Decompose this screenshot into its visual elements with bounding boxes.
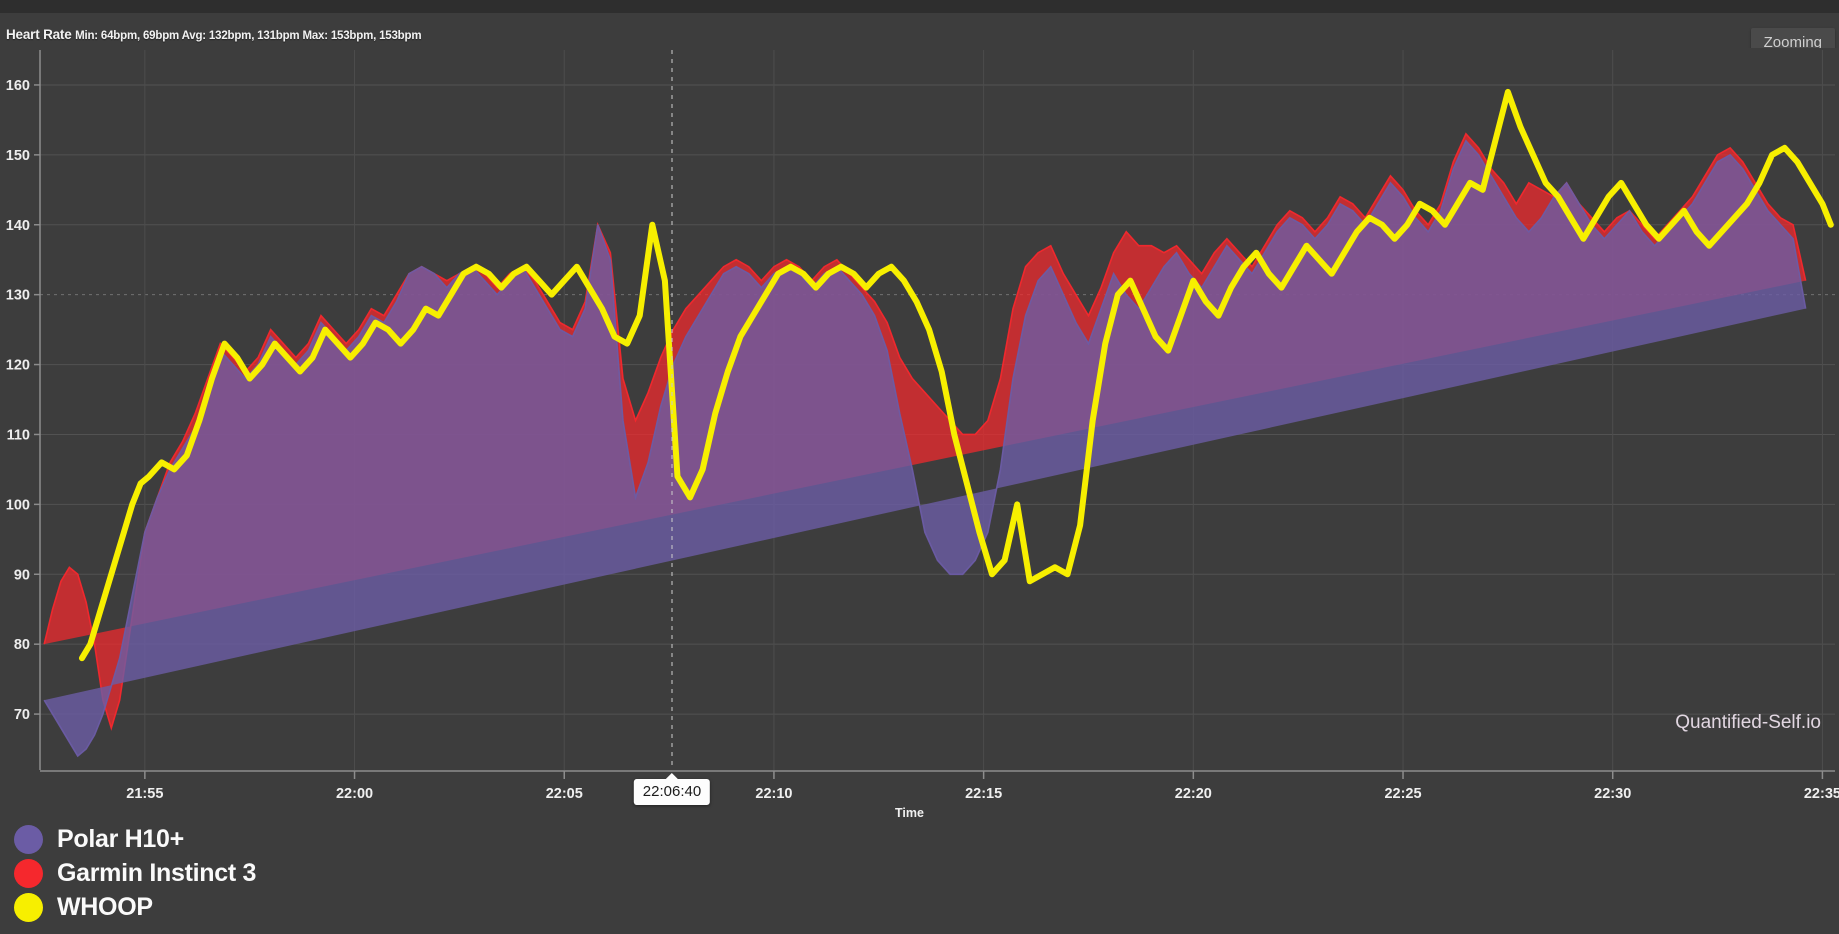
x-axis-title: Time — [895, 806, 924, 820]
svg-text:22:25: 22:25 — [1384, 786, 1421, 802]
svg-text:22:20: 22:20 — [1175, 786, 1212, 802]
svg-text:120: 120 — [6, 358, 30, 374]
plot-area[interactable]: 160 150 140 130 120 110 100 90 80 70 — [0, 48, 1839, 770]
x-axis: 21:55 22:00 22:05 22:10 22:15 22:20 22:25 22:30… — [0, 770, 1839, 820]
svg-text:22:15: 22:15 — [965, 786, 1002, 802]
svg-text:140: 140 — [6, 218, 30, 234]
svg-text:22:10: 22:10 — [755, 786, 792, 802]
svg-text:110: 110 — [7, 427, 30, 443]
legend-color-swatch-whoop — [14, 892, 43, 922]
legend-label-polar: Polar H10+ — [57, 824, 184, 853]
svg-text:150: 150 — [6, 148, 30, 164]
legend-item-whoop[interactable]: WHOOP — [14, 890, 256, 924]
svg-text:22:00: 22:00 — [336, 786, 373, 802]
svg-text:160: 160 — [6, 78, 30, 94]
chart-title-stats: Min: 64bpm, 69bpm Avg: 132bpm, 131bpm Ma… — [75, 30, 422, 42]
chart-title-main: Heart Rate — [6, 27, 72, 42]
legend-item-polar[interactable]: Polar H10+ — [14, 822, 256, 856]
heart-rate-chart[interactable]: 160 150 140 130 120 110 100 90 80 70 — [0, 48, 1839, 770]
window-top-bar — [0, 0, 1839, 13]
svg-text:21:55: 21:55 — [126, 786, 163, 802]
crosshair-tooltip: 22:06:40 — [633, 773, 711, 805]
svg-text:80: 80 — [14, 637, 30, 653]
svg-text:130: 130 — [6, 288, 30, 304]
svg-text:22:05: 22:05 — [546, 786, 583, 802]
svg-text:100: 100 — [6, 497, 30, 513]
svg-text:90: 90 — [14, 567, 30, 583]
svg-text:22:30: 22:30 — [1594, 786, 1631, 802]
watermark: Quantified-Self.io — [1675, 712, 1821, 733]
svg-text:22:35: 22:35 — [1804, 786, 1839, 802]
chart-legend: Polar H10+ Garmin Instinct 3 WHOOP — [14, 822, 256, 924]
legend-color-swatch-polar — [14, 824, 43, 854]
legend-label-whoop: WHOOP — [57, 892, 153, 921]
legend-label-garmin: Garmin Instinct 3 — [57, 858, 257, 887]
svg-text:70: 70 — [14, 707, 30, 723]
legend-item-garmin[interactable]: Garmin Instinct 3 — [14, 856, 256, 890]
legend-color-swatch-garmin — [14, 858, 43, 888]
page-title: Heart Rate Min: 64bpm, 69bpm Avg: 132bpm… — [6, 27, 422, 42]
